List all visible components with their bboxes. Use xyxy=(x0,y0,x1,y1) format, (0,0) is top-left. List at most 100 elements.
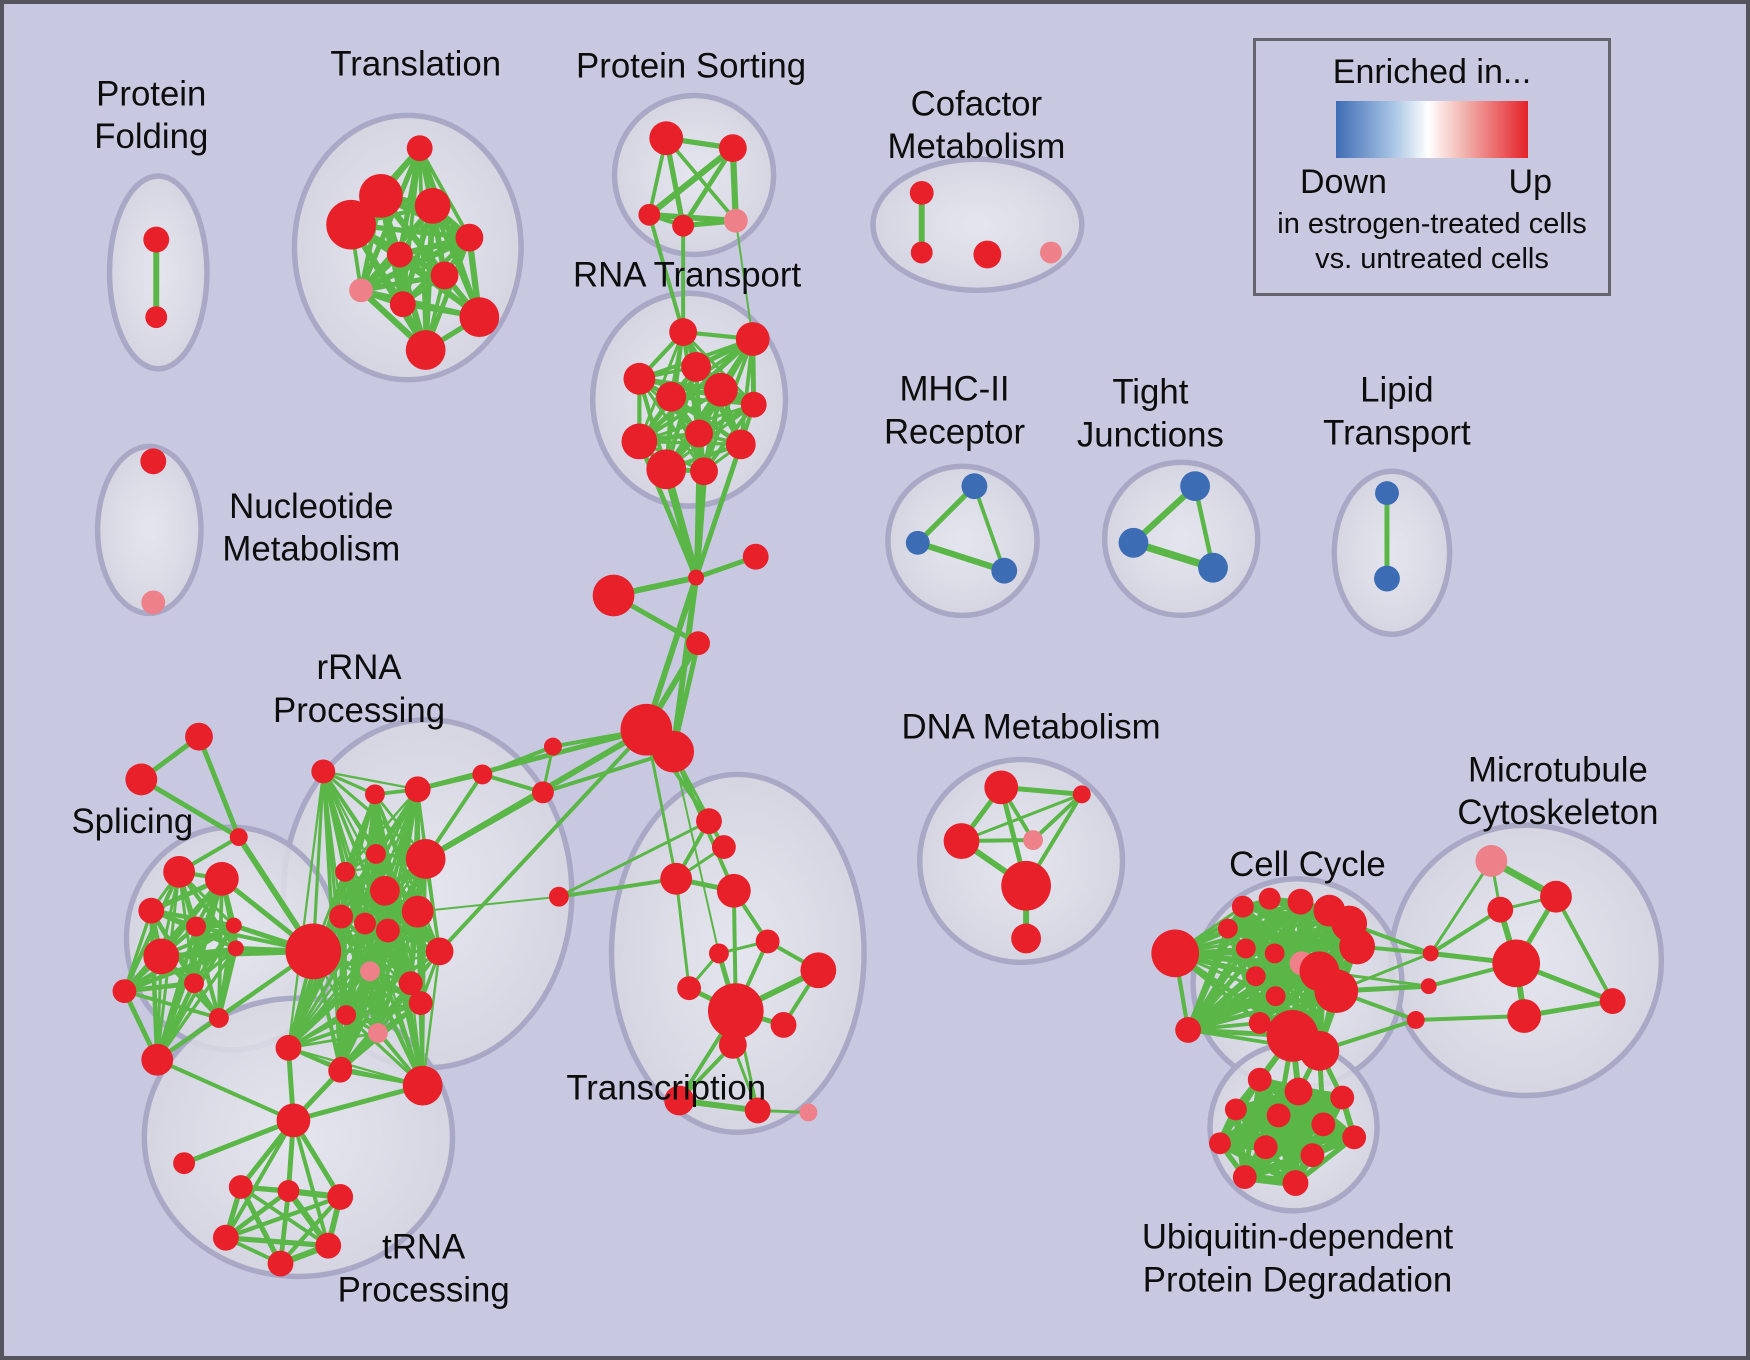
edge xyxy=(664,136,738,223)
node-tl4 xyxy=(326,199,376,250)
node-cc10 xyxy=(1264,943,1285,964)
node-dn4 xyxy=(943,823,980,859)
node-mt6 xyxy=(1599,988,1626,1015)
node-sp8 xyxy=(112,979,137,1004)
node-ps3 xyxy=(638,203,661,226)
node-ps4 xyxy=(672,214,695,237)
legend-subtitle: in estrogen-treated cells vs. untreated … xyxy=(1256,207,1608,277)
node-tx5 xyxy=(548,886,569,907)
node-mt2 xyxy=(1540,880,1572,913)
cluster-label-mhc-ii-receptor: MHC-II Receptor xyxy=(884,371,1025,452)
node-rt9 xyxy=(621,423,658,460)
cluster-label-transcription: Transcription xyxy=(566,1070,766,1108)
cluster-ellipse-cofactor-metabolism xyxy=(870,156,1085,294)
node-mh2 xyxy=(905,530,930,555)
edge xyxy=(647,212,686,335)
node-cc9 xyxy=(1235,938,1256,959)
edge xyxy=(278,1194,343,1266)
node-dn1 xyxy=(984,770,1019,805)
cluster-label-microtubule-cytoskeleton: Microtubule Cytoskeleton xyxy=(1457,751,1658,832)
edge xyxy=(1225,926,1360,949)
node-rr3 xyxy=(404,776,431,803)
node-rt6 xyxy=(656,381,687,412)
node-rr16 xyxy=(336,1005,357,1025)
node-nu1 xyxy=(140,448,167,475)
node-ub5 xyxy=(1266,1103,1291,1128)
node-xx3 xyxy=(1406,1011,1425,1029)
node-rr22 xyxy=(328,1058,353,1083)
node-layer xyxy=(112,121,1626,1277)
node-sp4 xyxy=(186,916,206,937)
edge xyxy=(344,910,420,1017)
legend-title: Enriched in... xyxy=(1332,53,1532,91)
node-tq1 xyxy=(228,1175,253,1199)
node-dn6 xyxy=(1011,923,1042,954)
node-jm xyxy=(686,631,710,656)
cluster-label-trna-processing: tRNA Processing xyxy=(338,1229,510,1310)
node-cc14 xyxy=(1245,966,1266,987)
node-cc19 xyxy=(1217,918,1238,939)
node-tr1 xyxy=(185,722,213,751)
node-tr3 xyxy=(229,828,248,847)
node-cf4 xyxy=(1040,241,1062,264)
node-z1 xyxy=(543,737,562,756)
edge xyxy=(286,921,367,1050)
node-rr1 xyxy=(311,759,336,784)
node-th xyxy=(276,1103,311,1138)
edge xyxy=(148,908,160,1063)
node-tx3 xyxy=(660,862,693,895)
edge xyxy=(122,876,224,994)
node-hB xyxy=(652,730,695,773)
node-ps5 xyxy=(723,208,748,233)
node-tj1 xyxy=(1180,471,1211,502)
node-tq2 xyxy=(277,1180,300,1202)
node-rt5 xyxy=(704,372,738,407)
edge xyxy=(672,750,720,955)
edge xyxy=(223,1235,331,1249)
node-tl6 xyxy=(386,241,413,268)
node-tx8 xyxy=(677,976,702,1001)
node-tl8 xyxy=(349,278,373,303)
node-sp1 xyxy=(163,855,196,888)
node-sp9 xyxy=(184,973,204,994)
edge xyxy=(1031,792,1084,843)
edge xyxy=(155,946,238,1062)
node-rt4 xyxy=(623,362,656,395)
node-tl9 xyxy=(389,291,416,318)
node-tx10 xyxy=(707,983,764,1039)
edge xyxy=(223,1118,296,1240)
edge xyxy=(915,483,978,546)
node-rr9 xyxy=(329,904,354,929)
node-tx4 xyxy=(716,873,751,908)
node-tj3 xyxy=(1198,552,1228,583)
node-rr12 xyxy=(425,937,454,966)
cluster-ellipse-lipid-transport xyxy=(1331,468,1453,638)
edge xyxy=(196,734,242,840)
node-tx13 xyxy=(664,1085,695,1116)
node-ub7 xyxy=(1209,1132,1231,1155)
edge xyxy=(421,950,441,1087)
node-sp2 xyxy=(204,861,239,896)
node-rr6 xyxy=(405,839,446,879)
node-z0 xyxy=(472,764,493,785)
edge xyxy=(972,484,1007,573)
node-cc13 xyxy=(1314,969,1359,1014)
node-tx2 xyxy=(711,835,736,859)
node-tl1 xyxy=(406,135,433,162)
node-mh1 xyxy=(961,473,988,500)
node-ub6 xyxy=(1311,1112,1336,1137)
edge xyxy=(155,1057,296,1123)
edge xyxy=(291,1118,331,1248)
node-tx12 xyxy=(718,1030,747,1059)
cluster-label-ubiquitin: Ubiquitin-dependent Protein Degradation xyxy=(1142,1219,1454,1300)
edge xyxy=(674,877,691,990)
edge xyxy=(223,1188,291,1241)
edge xyxy=(138,776,242,840)
edge xyxy=(556,876,679,899)
edge xyxy=(121,923,237,994)
node-cc5 xyxy=(1287,888,1314,915)
node-jr xyxy=(742,543,769,570)
node-dn2 xyxy=(1072,785,1091,804)
node-dn5 xyxy=(1001,860,1051,911)
edge xyxy=(311,769,325,953)
